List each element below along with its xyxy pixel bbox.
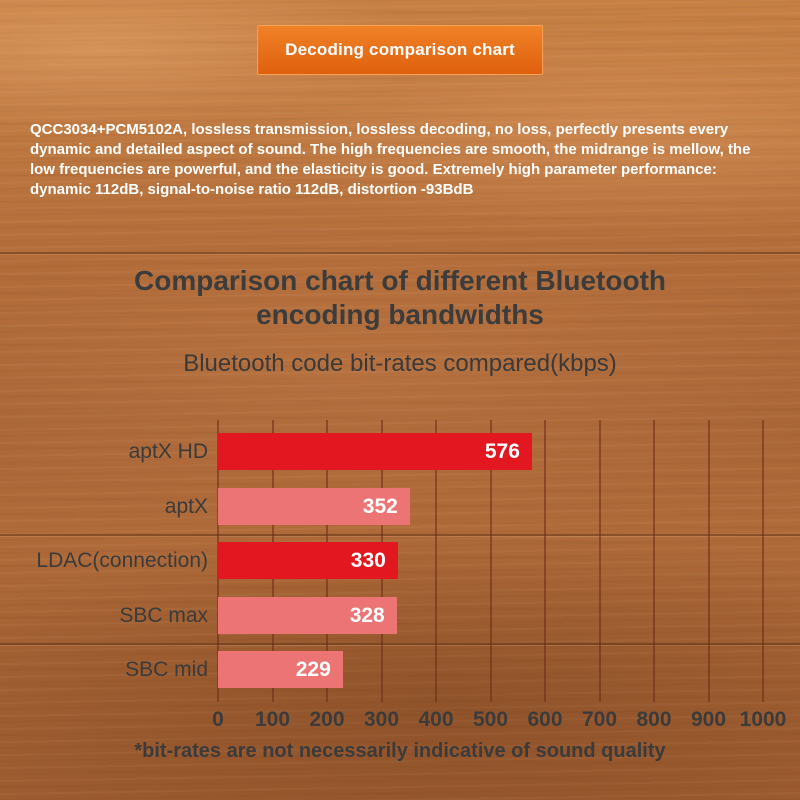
x-tick-label: 400: [418, 708, 454, 731]
grid-line: [653, 420, 655, 702]
bar-value-label: 352: [362, 494, 398, 518]
x-tick-label: 200: [309, 708, 345, 731]
chart-bar: 328: [218, 596, 397, 634]
bar-value-label: 576: [484, 440, 520, 463]
grid-line: [598, 420, 601, 702]
chart-bar: 229: [218, 651, 343, 688]
chart-bar: 576: [218, 433, 532, 470]
bar-value-label: 229: [295, 658, 331, 681]
grid-line: [544, 420, 546, 702]
product-description: QCC3034+PCM5102A, lossless transmission,…: [30, 121, 751, 198]
chart-heading: Comparison chart of different Bluetooth …: [134, 265, 666, 330]
category-label: aptX HD: [128, 440, 208, 463]
bar-value-label: 330: [350, 549, 386, 572]
x-tick-label: 600: [527, 708, 563, 731]
grid-line: [489, 420, 492, 702]
x-tick-label: 700: [581, 708, 618, 731]
decoding-comparison-banner: Decoding comparison chart: [257, 25, 543, 75]
x-tick-label: 900: [690, 708, 727, 731]
x-tick-label: 500: [472, 708, 509, 731]
grid-line: [707, 420, 710, 702]
grid-line: [762, 420, 764, 702]
category-label: SBC mid: [125, 658, 208, 681]
category-label: SBC max: [119, 603, 208, 627]
chart-footnote: *bit-rates are not necessarily indicativ…: [134, 740, 666, 762]
wood-plank-seam: [0, 643, 800, 646]
category-label: aptX: [164, 494, 208, 518]
wood-plank-seam: [0, 252, 800, 255]
category-label: LDAC(connection): [36, 549, 208, 572]
chart-bar: 352: [218, 487, 410, 525]
chart-bar: 330: [218, 542, 398, 579]
x-tick-label: 300: [363, 708, 400, 731]
chart-subtitle: Bluetooth code bit-rates compared(kbps): [183, 350, 617, 377]
grid-line: [435, 420, 437, 702]
x-tick-label: 800: [636, 708, 672, 731]
x-tick-label: 100: [254, 708, 291, 731]
banner-label: Decoding comparison chart: [285, 40, 515, 59]
x-tick-label: 1000: [739, 708, 787, 731]
x-tick-label: 0: [212, 708, 224, 731]
bar-value-label: 328: [349, 603, 385, 627]
wood-plank-seam: [0, 534, 800, 537]
